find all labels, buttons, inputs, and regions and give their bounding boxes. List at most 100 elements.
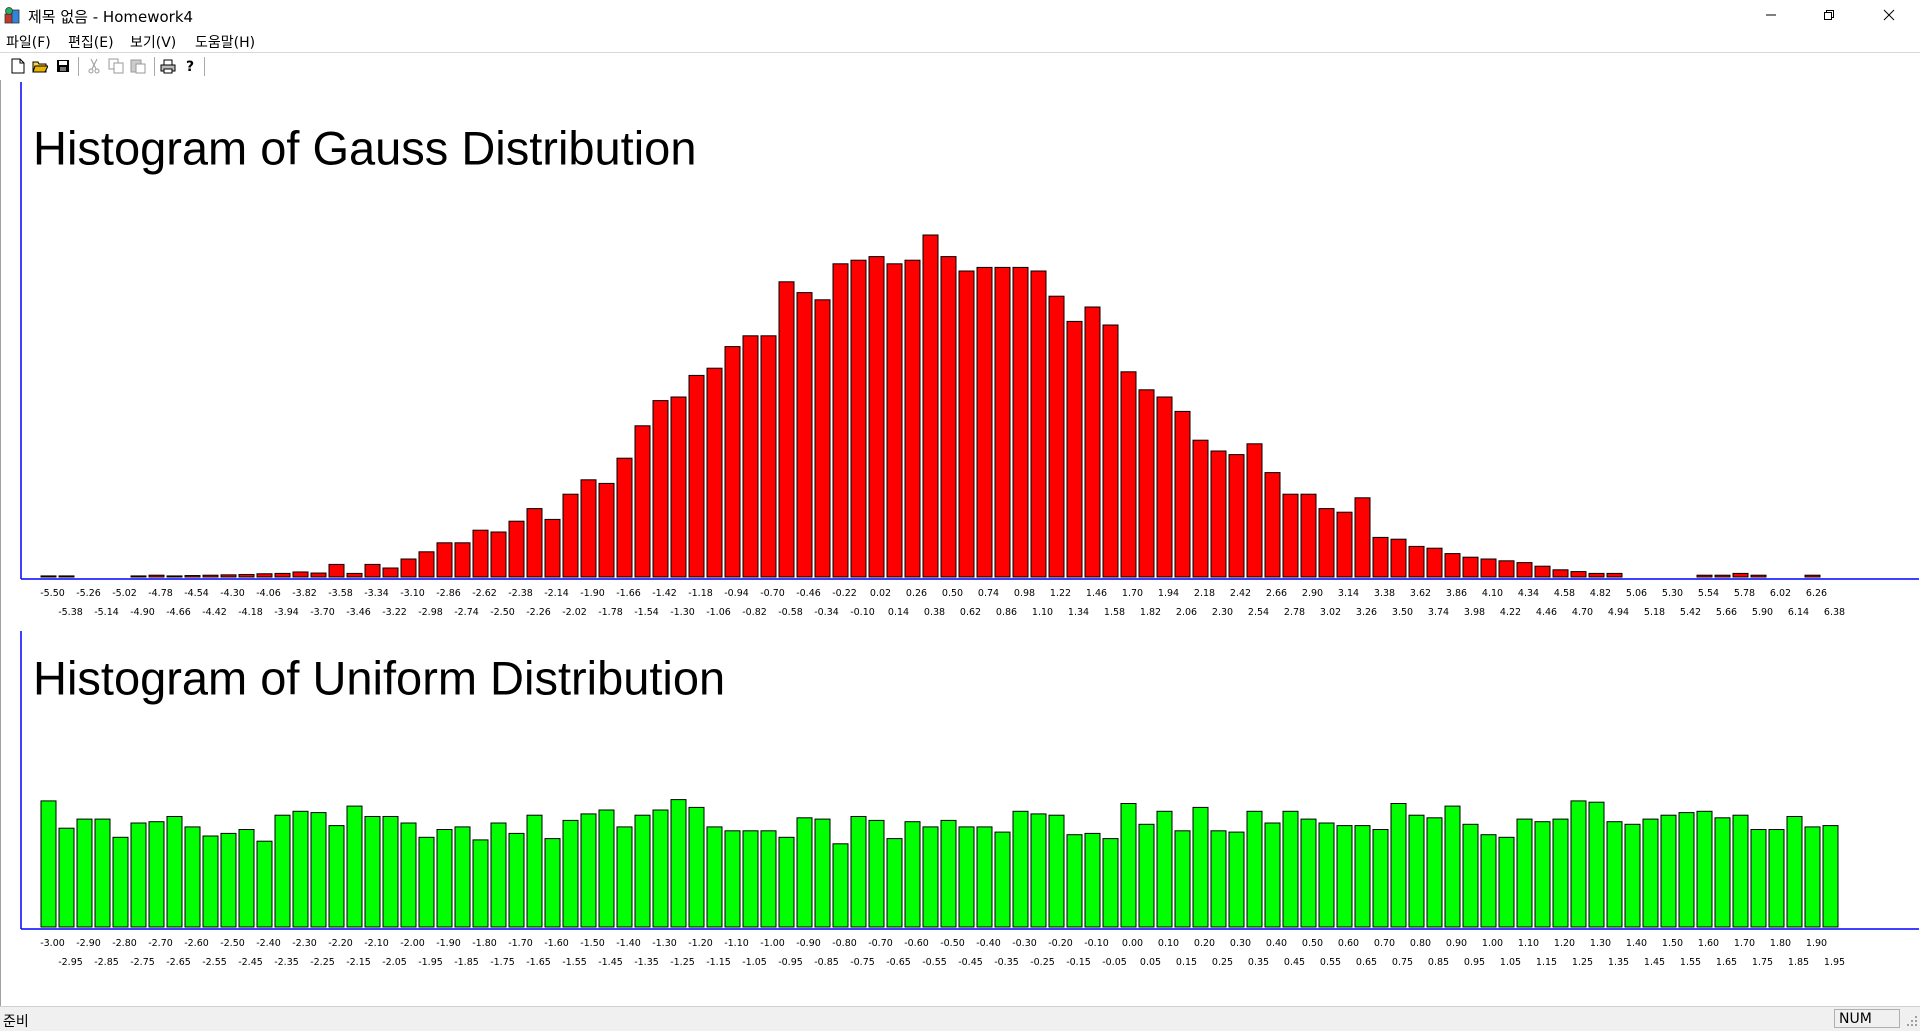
gauss-tick-label: -0.58 — [778, 607, 803, 618]
menu-edit[interactable]: 편집(E) — [68, 35, 114, 51]
uniform-tick-label: -0.55 — [922, 957, 947, 968]
uniform-bar — [130, 822, 147, 928]
copy-button[interactable] — [106, 57, 126, 75]
gauss-tick-label: 3.98 — [1464, 607, 1485, 618]
uniform-tick-label: -0.75 — [850, 957, 875, 968]
save-button[interactable] — [53, 57, 73, 75]
uniform-bar — [436, 829, 453, 928]
uniform-tick-label: -2.80 — [112, 938, 137, 949]
gauss-bar — [1120, 371, 1137, 578]
menu-help[interactable]: 도움말(H) — [195, 35, 256, 51]
status-ready: 준비 — [3, 1014, 29, 1030]
gauss-bar — [1750, 574, 1767, 578]
gauss-bar — [346, 572, 363, 578]
new-file-button[interactable] — [8, 57, 28, 75]
uniform-tick-label: -1.20 — [688, 938, 713, 949]
uniform-tick-label: 1.90 — [1806, 938, 1827, 949]
cut-icon — [88, 58, 100, 74]
uniform-bar — [1678, 812, 1695, 928]
uniform-tick-label: 1.25 — [1572, 957, 1593, 968]
uniform-bar — [1480, 834, 1497, 928]
uniform-tick-label: -0.35 — [994, 957, 1019, 968]
uniform-tick-label: 1.35 — [1608, 957, 1629, 968]
gauss-tick-label: -4.30 — [220, 588, 245, 599]
gauss-tick-label: 5.66 — [1716, 607, 1737, 618]
gauss-bar — [58, 575, 75, 578]
help-button[interactable]: ? — [180, 57, 200, 75]
gauss-tick-label: -1.30 — [670, 607, 695, 618]
gauss-bar — [904, 259, 921, 578]
gauss-bar — [1012, 266, 1029, 578]
uniform-tick-label: -1.75 — [490, 957, 515, 968]
uniform-bar — [1750, 829, 1767, 928]
gauss-bar — [1696, 574, 1713, 578]
uniform-bar — [1408, 814, 1425, 928]
gauss-tick-label: 5.90 — [1752, 607, 1773, 618]
gauss-tick-label: 1.34 — [1068, 607, 1089, 618]
paste-button[interactable] — [128, 57, 148, 75]
gauss-bar — [130, 575, 147, 578]
gauss-tick-label: 4.94 — [1608, 607, 1629, 618]
restore-button[interactable] — [1800, 0, 1858, 30]
menu-view[interactable]: 보기(V) — [130, 35, 177, 51]
gauss-bar — [634, 425, 651, 578]
uniform-bar — [1642, 818, 1659, 928]
uniform-tick-label: -0.20 — [1048, 938, 1073, 949]
menu-file[interactable]: 파일(F) — [6, 35, 51, 51]
gauss-tick-label: 4.46 — [1536, 607, 1557, 618]
gauss-bar — [544, 518, 561, 578]
uniform-bar — [940, 819, 957, 928]
gauss-bar — [400, 558, 417, 578]
uniform-tick-label: 0.80 — [1410, 938, 1431, 949]
gauss-bar — [832, 263, 849, 578]
resize-grip-icon[interactable] — [1900, 1009, 1920, 1029]
uniform-tick-label: 1.50 — [1662, 938, 1683, 949]
uniform-bar — [1354, 825, 1371, 928]
uniform-bar — [1210, 830, 1227, 928]
gauss-tick-label: 0.86 — [996, 607, 1017, 618]
gauss-bar — [1516, 562, 1533, 578]
uniform-tick-label: -0.25 — [1030, 957, 1055, 968]
open-button[interactable] — [30, 57, 50, 75]
uniform-tick-label: 0.60 — [1338, 938, 1359, 949]
gauss-tick-label: 0.74 — [978, 588, 999, 599]
uniform-tick-label: -0.05 — [1102, 957, 1127, 968]
gauss-tick-label: -0.94 — [724, 588, 749, 599]
uniform-tick-label: 1.45 — [1644, 957, 1665, 968]
uniform-tick-label: -2.45 — [238, 957, 263, 968]
gauss-bar — [472, 529, 489, 578]
gauss-tick-label: 3.38 — [1374, 588, 1395, 599]
uniform-bar — [886, 838, 903, 928]
uniform-bar — [904, 821, 921, 928]
gauss-tick-label: -0.70 — [760, 588, 785, 599]
gauss-tick-label: 1.22 — [1050, 588, 1071, 599]
gauss-tick-label: -3.22 — [382, 607, 407, 618]
uniform-tick-label: 0.95 — [1464, 957, 1485, 968]
gauss-bar — [490, 531, 507, 578]
uniform-bar — [490, 822, 507, 928]
minimize-button[interactable] — [1742, 0, 1800, 30]
uniform-bar — [202, 835, 219, 928]
histogram-canvas: Histogram of Gauss Distribution -5.50 -5.2… — [20, 82, 1919, 968]
print-button[interactable] — [158, 57, 178, 75]
gauss-tick-label: 4.10 — [1482, 588, 1503, 599]
gauss-bar — [1066, 320, 1083, 578]
cut-button[interactable] — [84, 57, 104, 75]
uniform-bar — [220, 832, 237, 928]
uniform-bar — [1318, 822, 1335, 928]
uniform-bar — [184, 826, 201, 928]
gauss-bar — [976, 266, 993, 578]
gauss-bar — [1444, 553, 1461, 578]
gauss-bar — [184, 575, 201, 578]
toolbar-separator — [154, 57, 155, 76]
uniform-tick-label: 0.70 — [1374, 938, 1395, 949]
gauss-tick-label: 2.78 — [1284, 607, 1305, 618]
uniform-bar — [976, 826, 993, 928]
close-button[interactable] — [1858, 0, 1920, 30]
uniform-bar — [1300, 818, 1317, 928]
gauss-tick-label: 3.14 — [1338, 588, 1359, 599]
uniform-tick-label: -0.30 — [1012, 938, 1037, 949]
uniform-tick-label: -2.20 — [328, 938, 353, 949]
gauss-tick-label: 6.26 — [1806, 588, 1827, 599]
gauss-bar — [706, 367, 723, 578]
